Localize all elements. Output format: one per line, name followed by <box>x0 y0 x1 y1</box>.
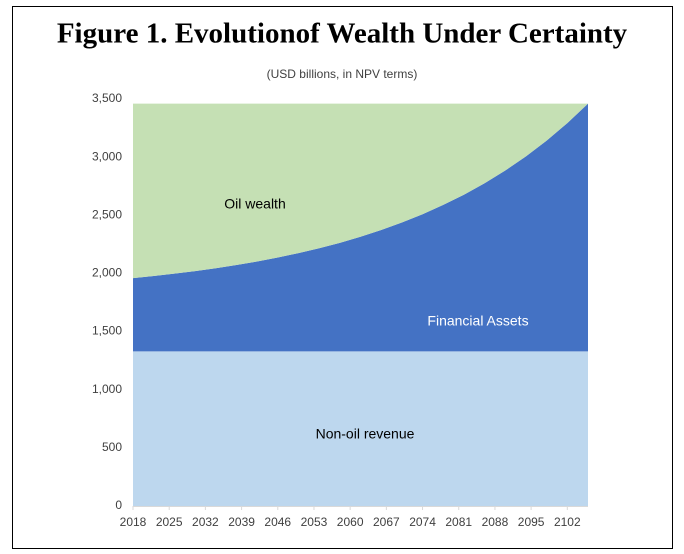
x-tick-label: 2046 <box>264 515 291 529</box>
area-label: Financial Assets <box>427 313 528 329</box>
y-tick-label: 2,000 <box>92 266 122 280</box>
x-tick-label: 2095 <box>518 515 545 529</box>
chart-title: Figure 1. Evolutionof Wealth Under Certa… <box>57 18 628 50</box>
y-tick-label: 1,000 <box>92 382 122 396</box>
chart-subtitle: (USD billions, in NPV terms) <box>267 67 418 81</box>
x-tick-label: 2018 <box>120 515 147 529</box>
y-tick-label: 500 <box>102 440 122 454</box>
area-label: Oil wealth <box>224 196 285 212</box>
x-tick-label: 2032 <box>192 515 219 529</box>
x-tick-label: 2102 <box>554 515 581 529</box>
y-tick-label: 3,000 <box>92 149 122 163</box>
x-tick-label: 2074 <box>409 515 436 529</box>
y-tick-label: 0 <box>115 498 122 512</box>
y-tick-label: 1,500 <box>92 324 122 338</box>
x-tick-label: 2067 <box>373 515 400 529</box>
y-tick-label: 2,500 <box>92 207 122 221</box>
y-tick-label: 3,500 <box>92 91 122 105</box>
x-tick-label: 2060 <box>337 515 364 529</box>
x-tick-label: 2088 <box>482 515 509 529</box>
area-label: Non-oil revenue <box>316 426 415 442</box>
x-tick-label: 2053 <box>301 515 328 529</box>
x-tick-label: 2025 <box>156 515 183 529</box>
area <box>133 103 588 279</box>
x-tick-label: 2081 <box>445 515 472 529</box>
area <box>133 351 588 506</box>
x-tick-label: 2039 <box>228 515 255 529</box>
area <box>133 103 588 352</box>
